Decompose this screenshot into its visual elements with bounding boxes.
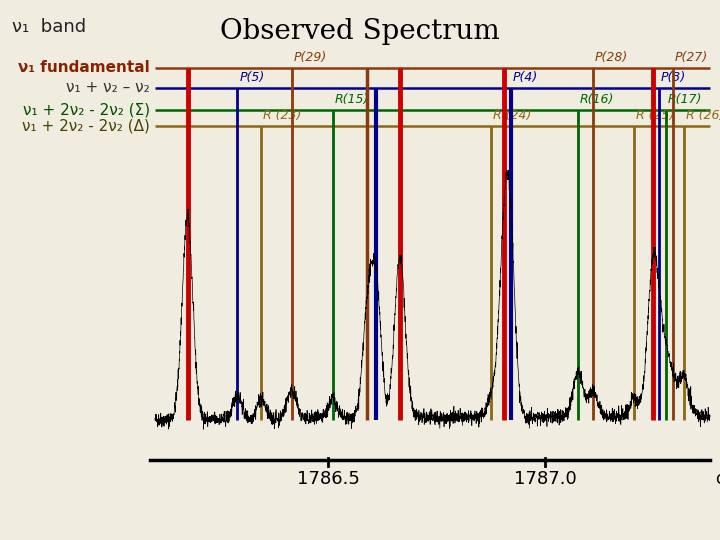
Text: P(4): P(4) bbox=[513, 71, 538, 84]
Text: P(5): P(5) bbox=[239, 71, 265, 84]
Text: 1787.0: 1787.0 bbox=[514, 470, 577, 488]
Text: R(17): R(17) bbox=[667, 93, 702, 106]
Text: 1786.5: 1786.5 bbox=[297, 470, 360, 488]
Text: R(16): R(16) bbox=[580, 93, 614, 106]
Text: R (25): R (25) bbox=[636, 109, 675, 122]
Text: P(27): P(27) bbox=[675, 51, 708, 64]
Text: R (23): R (23) bbox=[264, 109, 302, 122]
Text: P(29): P(29) bbox=[294, 51, 327, 64]
Text: Observed Spectrum: Observed Spectrum bbox=[220, 18, 500, 45]
Text: ν₁ + 2ν₂ - 2ν₂ (Δ): ν₁ + 2ν₂ - 2ν₂ (Δ) bbox=[22, 118, 150, 133]
Text: ν₁  band: ν₁ band bbox=[12, 18, 86, 36]
Text: R (24): R (24) bbox=[493, 109, 531, 122]
Text: ν₁ + ν₂ – ν₂: ν₁ + ν₂ – ν₂ bbox=[66, 80, 150, 96]
Text: P(28): P(28) bbox=[595, 51, 628, 64]
Text: ν₁ + 2ν₂ - 2ν₂ (Σ): ν₁ + 2ν₂ - 2ν₂ (Σ) bbox=[23, 103, 150, 118]
Text: P(3): P(3) bbox=[661, 71, 686, 84]
Text: ν₁ fundamental: ν₁ fundamental bbox=[18, 60, 150, 76]
Text: R (26): R (26) bbox=[686, 109, 720, 122]
Text: cm⁻¹: cm⁻¹ bbox=[715, 470, 720, 488]
Text: R(15): R(15) bbox=[335, 93, 369, 106]
